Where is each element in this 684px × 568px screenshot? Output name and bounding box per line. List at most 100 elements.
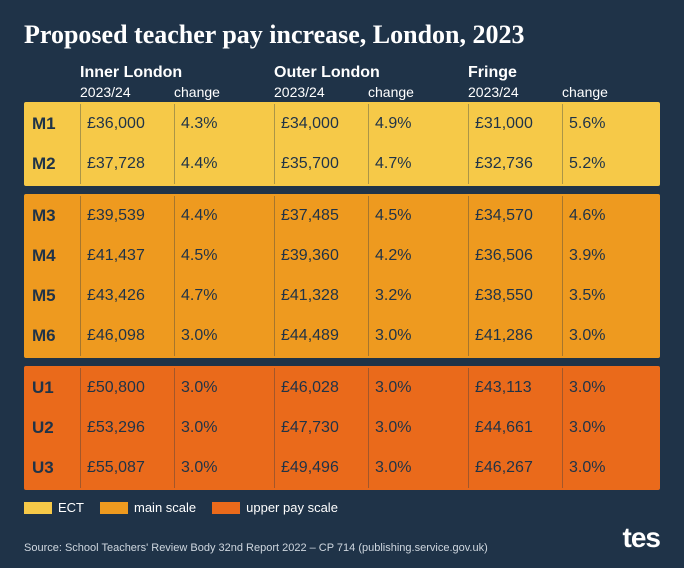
change-cell: 3.0% [174,448,268,488]
cell-group: £46,2673.0% [462,448,656,488]
year-label: 2023/24 [80,84,174,100]
change-label: change [368,84,462,100]
cell-group: £44,4893.0% [268,316,462,356]
region-label: Outer London [274,64,462,82]
header-fringe: Fringe 2023/24 change [462,64,656,100]
row-label: M2 [28,154,74,174]
cell-group: £31,0005.6% [462,104,656,144]
change-cell: 4.4% [174,144,268,184]
salary-cell: £39,360 [274,236,368,276]
year-label: 2023/24 [468,84,562,100]
salary-cell: £37,485 [274,196,368,236]
row-label: M6 [28,326,74,346]
cell-group: £35,7004.7% [268,144,462,184]
salary-cell: £46,267 [468,448,562,488]
legend-swatch [212,502,240,514]
year-label: 2023/24 [274,84,368,100]
cell-group: £49,4963.0% [268,448,462,488]
cell-group: £47,7303.0% [268,408,462,448]
salary-cell: £31,000 [468,104,562,144]
change-label: change [562,84,656,100]
salary-cell: £34,570 [468,196,562,236]
salary-cell: £46,098 [80,316,174,356]
cell-group: £46,0983.0% [74,316,268,356]
change-cell: 4.5% [368,196,462,236]
cell-group: £36,0004.3% [74,104,268,144]
salary-cell: £47,730 [274,408,368,448]
row-label: U2 [28,418,74,438]
table-row: M3£39,5394.4%£37,4854.5%£34,5704.6% [24,196,660,236]
change-cell: 3.0% [562,368,656,408]
tes-logo: tes [623,522,660,554]
change-cell: 4.7% [368,144,462,184]
change-cell: 3.9% [562,236,656,276]
salary-cell: £32,736 [468,144,562,184]
table-row: M1£36,0004.3%£34,0004.9%£31,0005.6% [24,104,660,144]
salary-cell: £49,496 [274,448,368,488]
change-cell: 3.2% [368,276,462,316]
chart-title: Proposed teacher pay increase, London, 2… [24,20,660,50]
legend-swatch [100,502,128,514]
change-cell: 4.6% [562,196,656,236]
cell-group: £32,7365.2% [462,144,656,184]
salary-cell: £36,000 [80,104,174,144]
cell-group: £39,5394.4% [74,196,268,236]
salary-cell: £38,550 [468,276,562,316]
row-label: M5 [28,286,74,306]
salary-cell: £41,286 [468,316,562,356]
cell-group: £37,4854.5% [268,196,462,236]
salary-cell: £41,328 [274,276,368,316]
cell-group: £55,0873.0% [74,448,268,488]
cell-group: £41,3283.2% [268,276,462,316]
cell-group: £53,2963.0% [74,408,268,448]
table-row: M2£37,7284.4%£35,7004.7%£32,7365.2% [24,144,660,184]
row-label: U1 [28,378,74,398]
legend-label: upper pay scale [246,500,338,515]
legend-item: upper pay scale [212,500,338,515]
change-cell: 3.0% [562,316,656,356]
cell-group: £46,0283.0% [268,368,462,408]
change-cell: 4.7% [174,276,268,316]
change-cell: 4.5% [174,236,268,276]
change-cell: 3.0% [368,316,462,356]
row-label: M1 [28,114,74,134]
change-cell: 4.3% [174,104,268,144]
row-label: U3 [28,458,74,478]
change-cell: 3.0% [562,448,656,488]
table-row: U2£53,2963.0%£47,7303.0%£44,6613.0% [24,408,660,448]
salary-cell: £36,506 [468,236,562,276]
change-cell: 3.0% [368,368,462,408]
change-cell: 3.0% [562,408,656,448]
cell-group: £34,0004.9% [268,104,462,144]
legend-item: ECT [24,500,84,515]
cell-group: £43,1133.0% [462,368,656,408]
change-cell: 3.5% [562,276,656,316]
legend-label: main scale [134,500,196,515]
change-cell: 5.2% [562,144,656,184]
row-label: M3 [28,206,74,226]
change-cell: 4.4% [174,196,268,236]
salary-cell: £50,800 [80,368,174,408]
salary-cell: £53,296 [80,408,174,448]
cell-group: £41,4374.5% [74,236,268,276]
region-label: Fringe [468,64,656,82]
salary-cell: £44,489 [274,316,368,356]
row-label: M4 [28,246,74,266]
legend-item: main scale [100,500,196,515]
salary-cell: £41,437 [80,236,174,276]
table-body: M1£36,0004.3%£34,0004.9%£31,0005.6%M2£37… [24,102,660,498]
table-header: Inner London 2023/24 change Outer London… [24,64,660,100]
cell-group: £41,2863.0% [462,316,656,356]
band-upper-pay-scale: U1£50,8003.0%£46,0283.0%£43,1133.0%U2£53… [24,366,660,490]
cell-group: £36,5063.9% [462,236,656,276]
band-ect: M1£36,0004.3%£34,0004.9%£31,0005.6%M2£37… [24,102,660,186]
table-row: U3£55,0873.0%£49,4963.0%£46,2673.0% [24,448,660,488]
salary-cell: £35,700 [274,144,368,184]
region-label: Inner London [80,64,268,82]
table-row: M6£46,0983.0%£44,4893.0%£41,2863.0% [24,316,660,356]
change-label: change [174,84,268,100]
table-row: U1£50,8003.0%£46,0283.0%£43,1133.0% [24,368,660,408]
change-cell: 3.0% [174,408,268,448]
change-cell: 3.0% [174,316,268,356]
cell-group: £39,3604.2% [268,236,462,276]
